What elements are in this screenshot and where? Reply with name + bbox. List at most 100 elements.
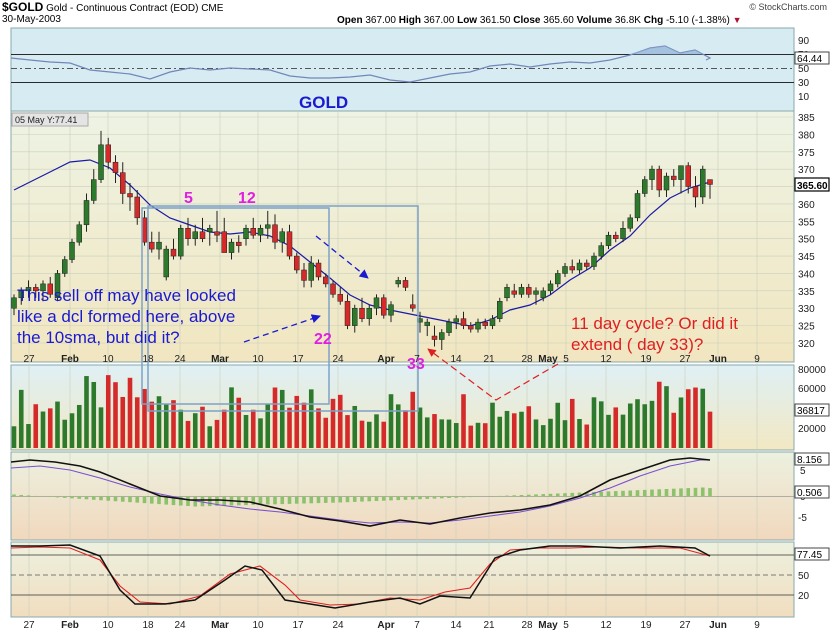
x-tick-top: 10 [252, 354, 264, 365]
price-tick: 350 [798, 235, 815, 246]
macd-hist-bar [135, 496, 140, 503]
volume-bar [149, 401, 155, 448]
x-tick-top: 9 [754, 354, 760, 365]
candle-body [112, 161, 119, 173]
macd-hist-bar [331, 496, 335, 503]
candle-body [598, 245, 604, 257]
x-tick-bottom: Jun [709, 620, 727, 631]
volume-bar [439, 419, 445, 448]
candle-body [294, 255, 300, 271]
candle-body [373, 297, 380, 309]
candle-body [562, 266, 568, 274]
price-last-value: 365.60 [797, 181, 828, 192]
header-date: 30-May-2003 [2, 14, 61, 25]
macd-hist-bar [302, 496, 306, 504]
volume-axis: 80000 60000 40000 20000 [798, 365, 826, 435]
macd-hist-bar [505, 495, 509, 497]
macd-hist-bar [468, 496, 473, 498]
volume-bar [185, 420, 191, 448]
price-tick: 385 [798, 113, 815, 124]
candle-body [591, 255, 597, 267]
volume-bar [127, 377, 133, 448]
x-tick-bottom: Feb [61, 620, 79, 631]
x-tick-top: 10 [102, 354, 114, 365]
x-tick-top: Mar [211, 354, 229, 365]
candle-body [163, 248, 169, 278]
volume-bar [207, 426, 213, 448]
x-tick-bottom: 10 [252, 620, 264, 631]
x-tick-top: 28 [521, 354, 533, 365]
brand: © StockCharts.com [749, 2, 827, 12]
candle-body [257, 228, 264, 236]
volume-bar [432, 414, 437, 448]
candle-body [98, 144, 104, 180]
macd-hist-bar [178, 496, 183, 506]
candle-body [83, 200, 90, 226]
close-value: 365.60 [543, 15, 574, 26]
volume-bar [504, 410, 510, 448]
volume-bar [214, 419, 220, 448]
macd-hist-bar [222, 496, 227, 506]
rsi-tick-30: 30 [798, 78, 810, 89]
candle-body [33, 287, 39, 292]
volume-bar [62, 419, 68, 448]
price-tick: 345 [798, 252, 815, 263]
macd-hist-bar [628, 490, 633, 497]
macd-hist-bar [613, 491, 618, 497]
candle-body [250, 228, 256, 236]
volume-bar [497, 416, 503, 448]
label-12: 12 [238, 190, 256, 207]
volume-bar [453, 423, 459, 448]
macd-hist-bar [352, 496, 357, 502]
volume-bar [243, 414, 249, 448]
rsi-axis: 90 70 50 30 10 [798, 36, 810, 103]
macd-hist-bar [265, 496, 270, 505]
x-tick-top: 5 [563, 354, 569, 365]
volume-bar [316, 408, 321, 448]
x-tick-bottom: 28 [521, 620, 533, 631]
macd-hist-bar [149, 496, 154, 504]
instrument-name: Gold - Continuous Contract (EOD) [46, 3, 199, 14]
macd-hist-bar [367, 496, 372, 502]
note-right: 11 day cycle? Or did it extend ( day 33)… [571, 314, 738, 354]
x-tick-top: 24 [332, 354, 344, 365]
candle-body [395, 280, 401, 285]
candle-body [54, 273, 61, 299]
candle-body [460, 318, 467, 326]
macd-hist-bar [106, 496, 111, 501]
price-tick: 375 [798, 148, 815, 159]
volume-bar [678, 397, 684, 448]
macd-hist-bar [200, 496, 205, 507]
volume-bar [178, 409, 184, 448]
price-tick: 340 [798, 269, 815, 280]
macd-hist-bar [33, 495, 38, 497]
x-tick-top: 14 [450, 354, 462, 365]
candle-body [576, 262, 583, 271]
candle-body [301, 269, 307, 281]
candle-body [214, 231, 220, 236]
exchange: CME [201, 3, 224, 14]
volume-bar [192, 413, 198, 448]
candle-body [678, 165, 684, 180]
volume-value: 36.8K [614, 15, 641, 26]
candle-body [344, 301, 351, 326]
candle-body [518, 287, 525, 295]
volume-bar [707, 411, 713, 448]
price-tick: 370 [798, 165, 815, 176]
macd-hist-bar [62, 496, 67, 498]
macd-hist-bar [606, 491, 611, 497]
candle-body [156, 241, 162, 250]
gold-label: GOLD [299, 93, 348, 112]
candle-body [707, 179, 713, 185]
macd-hist-bar [447, 496, 451, 498]
cycle-arrow [427, 348, 559, 401]
x-tick-bottom: Apr [377, 620, 394, 631]
x-grid [28, 111, 758, 617]
volume-bar [323, 417, 329, 448]
x-tick-top: Feb [61, 354, 79, 365]
x-tick-top: 27 [23, 354, 35, 365]
volume-bar [635, 399, 640, 448]
macd-hist-bar [316, 496, 321, 504]
candle-body [91, 179, 97, 201]
volume-bar [584, 424, 590, 448]
